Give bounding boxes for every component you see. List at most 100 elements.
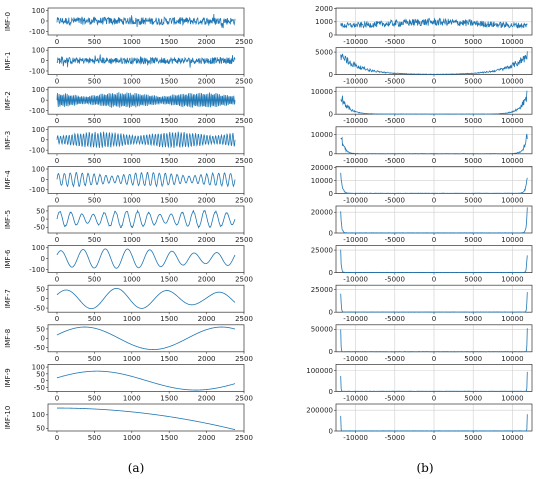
panel-b-series-line xyxy=(340,172,528,194)
panel-a-ytick-label: -50 xyxy=(34,224,45,232)
panel-b-xtick-label: 10000 xyxy=(501,38,523,46)
panel-b-ytick-label: 2000 xyxy=(315,5,333,13)
panel-a-xtick-label: 2500 xyxy=(235,236,253,244)
panel-b-xtick-label: -5000 xyxy=(385,276,405,284)
panel-b-subplot-2: 10000 0 -10000 -5000 0 5000 10000 xyxy=(311,86,533,125)
panel-a-xtick-label: 2000 xyxy=(198,276,216,284)
panel-a-xtick-label: 2500 xyxy=(235,196,253,204)
panel-a-xtick-label: 500 xyxy=(88,38,101,46)
panel-b-ytick-label: 0 xyxy=(329,269,333,277)
panel-a-ylabel: IMF-8 xyxy=(4,329,12,348)
panel-b-ytick-label: 200000 xyxy=(306,407,333,415)
panel-a-axes-frame xyxy=(47,47,245,75)
panel-b-ytick-label: 25000 xyxy=(311,286,333,294)
panel-a-xtick-label: 1000 xyxy=(123,276,141,284)
panel-b-series-line xyxy=(340,51,528,75)
panel-a-xtick-label: 500 xyxy=(88,315,101,323)
panel-b-xtick-label: -5000 xyxy=(385,78,405,86)
panel-b-subplot-1: 5000 0 -10000 -5000 0 5000 10000 xyxy=(315,47,533,86)
panel-a-xtick-label: 0 xyxy=(55,157,59,165)
panel-a-xtick-label: 2500 xyxy=(235,276,253,284)
panel-b-xtick-label: 0 xyxy=(432,355,436,363)
panel-b-xtick-label: 5000 xyxy=(464,38,482,46)
panel-b-ytick-label: 10000 xyxy=(311,88,333,96)
panel-b-xtick-label: 10000 xyxy=(501,117,523,125)
panel-b-xtick-label: 10000 xyxy=(501,78,523,86)
panel-b-ytick-label: 0 xyxy=(329,427,333,435)
panel-a-xtick-label: 2000 xyxy=(198,394,216,402)
panel-b-subplot-8: 50000 0 -10000 -5000 0 5000 10000 xyxy=(311,324,533,363)
panel-a-xtick-label: 0 xyxy=(55,434,59,442)
panel-a-series-line xyxy=(56,171,236,188)
panel-b-xtick-label: 5000 xyxy=(464,315,482,323)
panel-a-series-line xyxy=(56,92,236,108)
panel-b-ytick-label: 5000 xyxy=(315,49,333,57)
panel-b-xtick-label: 10000 xyxy=(501,355,523,363)
panel-b-xtick-label: -5000 xyxy=(385,196,405,204)
panel-b-subplot-5: 20000 0 -10000 -5000 0 5000 10000 xyxy=(311,205,533,244)
panel-b-series-line xyxy=(340,328,528,353)
panel-b-xtick-label: 10000 xyxy=(501,196,523,204)
panel-a-xtick-label: 1000 xyxy=(123,117,141,125)
panel-b-ytick-label: 0 xyxy=(329,388,333,396)
panel-a-ylabel: IMF-5 xyxy=(4,210,12,229)
panel-b-xtick-label: 5000 xyxy=(464,276,482,284)
panel-a-xtick-label: 2000 xyxy=(198,315,216,323)
panel-a-ytick-label: -100 xyxy=(29,266,45,274)
panel-a-ytick-label: -50 xyxy=(34,304,45,312)
panel-a-xtick-label: 1000 xyxy=(123,394,141,402)
panel-b-xtick-label: 5000 xyxy=(464,355,482,363)
panel-b-ytick-label: 0 xyxy=(329,71,333,79)
panel-a-ylabel: IMF-2 xyxy=(4,91,12,110)
panel-a-xtick-label: 1000 xyxy=(123,236,141,244)
panel-a-ytick-label: 0 xyxy=(41,215,45,223)
panel-a-xtick-label: 1500 xyxy=(160,196,178,204)
panel-a-ytick-label: -50 xyxy=(34,344,45,352)
panel-b-xtick-label: 10000 xyxy=(501,394,523,402)
panel-a-ytick-label: 50 xyxy=(36,370,45,378)
panel-b-xtick-label: 10000 xyxy=(501,434,523,442)
panel-b-subplot-10: 200000 0 -10000 -5000 0 5000 10000 xyxy=(306,403,533,442)
panel-b-ytick-label: 20000 xyxy=(311,164,333,172)
panel-b-ytick-label: 1000 xyxy=(315,18,333,26)
panel-a-xtick-label: 1500 xyxy=(160,117,178,125)
panel-a-xtick-label: 0 xyxy=(55,78,59,86)
panel-b-xtick-label: -10000 xyxy=(343,394,368,402)
panel-b-series-line xyxy=(340,133,528,155)
panel-a-xtick-label: 2000 xyxy=(198,236,216,244)
panel-a-xtick-label: 1500 xyxy=(160,38,178,46)
panel-label-b: (b) xyxy=(416,461,433,475)
panel-b-xtick-label: -10000 xyxy=(343,434,368,442)
panel-a-xtick-label: 0 xyxy=(55,355,59,363)
panel-b-ytick-label: 0 xyxy=(329,309,333,317)
panel-a-series-line xyxy=(56,209,236,229)
panel-b-xtick-label: 5000 xyxy=(464,78,482,86)
panel-a-ytick-label: 50 xyxy=(36,286,45,294)
panel-b-subplot-9: 100000 0 -10000 -5000 0 5000 10000 xyxy=(306,364,533,402)
panel-b-xtick-label: 5000 xyxy=(464,117,482,125)
panel-a-xtick-label: 1000 xyxy=(123,78,141,86)
panel-a-ytick-label: 100 xyxy=(32,126,45,134)
panel-a-ytick-label: 0 xyxy=(41,295,45,303)
panel-a-ylabel: IMF-3 xyxy=(4,131,12,150)
panel-b-ytick-label: 0 xyxy=(329,229,333,237)
panel-b-xtick-label: 0 xyxy=(432,394,436,402)
panel-b-ytick-label: 0 xyxy=(329,111,333,119)
panel-a-xtick-label: 0 xyxy=(55,276,59,284)
panel-a-xtick-label: 500 xyxy=(88,236,101,244)
panel-a-xtick-label: 500 xyxy=(88,196,101,204)
panel-a-ytick-label: 0 xyxy=(41,335,45,343)
panel-b-subplot-4: 20000 10000 0 -10000 -5000 0 5000 10000 xyxy=(311,164,533,204)
panel-b-xtick-label: -10000 xyxy=(343,276,368,284)
panel-a-xtick-label: 500 xyxy=(88,355,101,363)
panel-b-xtick-label: 0 xyxy=(432,157,436,165)
panel-a-xtick-label: 0 xyxy=(55,196,59,204)
panel-a-xtick-label: 500 xyxy=(88,78,101,86)
